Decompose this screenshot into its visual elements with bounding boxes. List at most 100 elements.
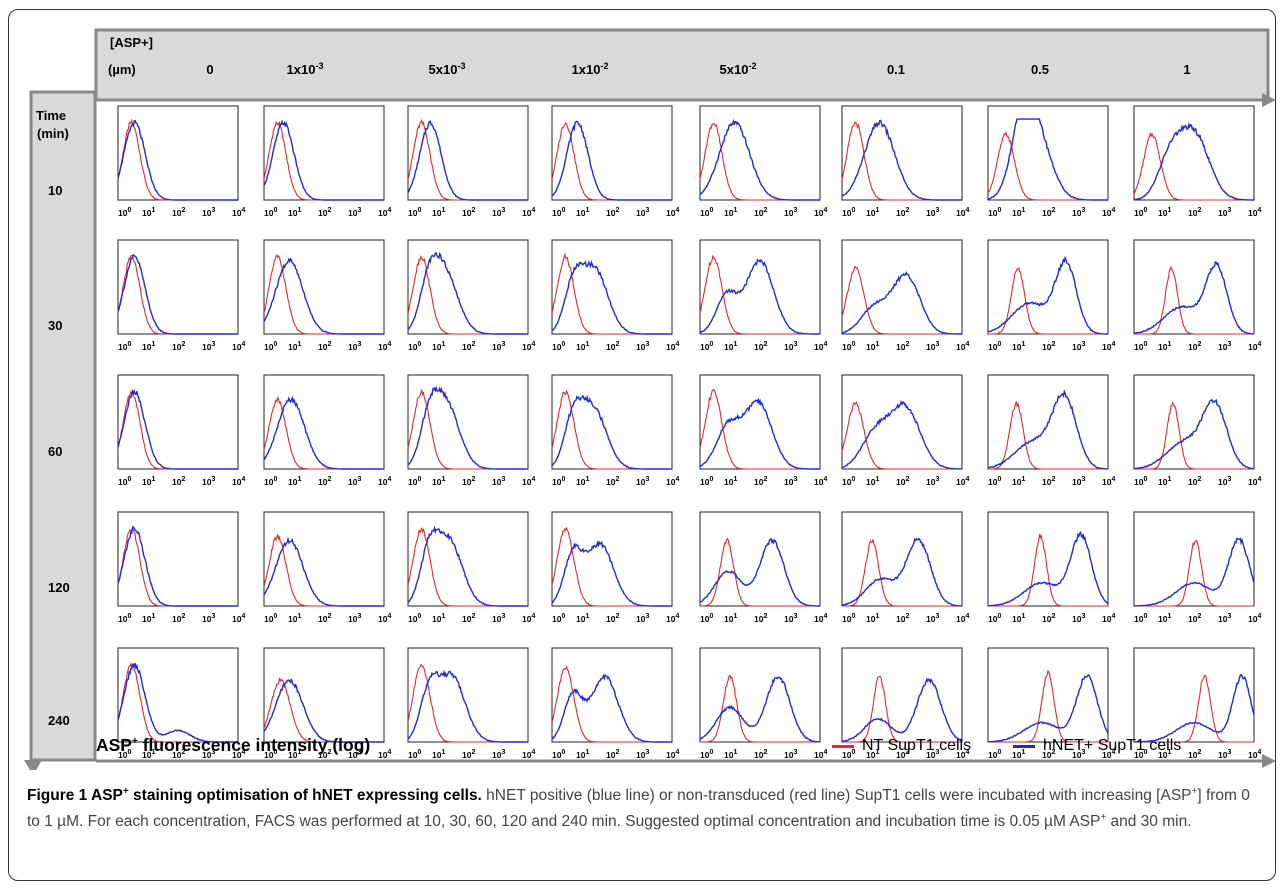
panel-frame [407, 374, 529, 470]
histogram-panel-r0-c7: 100 101 102 103 104 [1133, 105, 1261, 218]
panel-frame [841, 511, 963, 607]
histogram-panel-r4-c4: 100 101 102 103 104 [699, 647, 827, 760]
column-label-conc-7: 1 [1183, 62, 1190, 77]
tick-label: 104 [956, 749, 969, 760]
legend-swatch-red [832, 744, 854, 748]
tick-label: 100 [118, 476, 131, 487]
panel-frame [987, 511, 1109, 607]
tick-label: 102 [1188, 341, 1201, 352]
tick-label: 102 [462, 476, 475, 487]
tick-label: 103 [202, 341, 215, 352]
hnet-histogram-line [263, 119, 384, 201]
panel-frame [987, 647, 1109, 743]
tick-label: 102 [172, 341, 185, 352]
nt-histogram-line [842, 539, 962, 607]
tick-label: 104 [956, 207, 969, 218]
panel-frame [1133, 511, 1255, 607]
tick-label: 103 [1072, 749, 1085, 760]
tick-label: 101 [866, 613, 879, 624]
tick-label: 101 [866, 207, 879, 218]
row-label-time-30: 30 [48, 318, 62, 333]
tick-label: 104 [666, 749, 679, 760]
tick-label: 103 [636, 613, 649, 624]
panel-frame [407, 239, 529, 335]
row-label-time-120: 120 [48, 580, 70, 595]
histogram-panel-r2-c0: 100 101 102 103 104 [117, 374, 245, 487]
tick-label: 104 [956, 613, 969, 624]
tick-label: 100 [408, 476, 421, 487]
tick-label: 104 [814, 207, 827, 218]
figure-frame [8, 9, 1276, 881]
hnet-histogram-line [117, 253, 238, 335]
tick-label: 100 [988, 749, 1001, 760]
tick-label: 103 [636, 207, 649, 218]
histogram-panel-r3-c7: 100 101 102 103 104 [1133, 511, 1261, 624]
panel-frame [699, 511, 821, 607]
tick-label: 102 [172, 207, 185, 218]
tick-label: 102 [606, 749, 619, 760]
tick-label: 104 [522, 613, 535, 624]
tick-label: 102 [754, 476, 767, 487]
tick-label: 102 [318, 476, 331, 487]
tick-label: 104 [814, 749, 827, 760]
hnet-histogram-line [263, 536, 384, 607]
hnet-histogram-line [699, 118, 820, 201]
tick-label: 100 [700, 613, 713, 624]
hnet-histogram-line [407, 669, 528, 743]
tick-label: 104 [522, 749, 535, 760]
tick-label: 101 [142, 749, 155, 760]
tick-label: 102 [896, 207, 909, 218]
tick-label: 103 [1218, 749, 1231, 760]
tick-label: 100 [118, 207, 131, 218]
tick-label: 100 [264, 207, 277, 218]
histogram-panel-r1-c5: 100 101 102 103 104 [841, 239, 969, 352]
tick-label: 102 [172, 613, 185, 624]
tick-label: 104 [666, 341, 679, 352]
tick-label: 100 [408, 341, 421, 352]
tick-label: 104 [814, 476, 827, 487]
histogram-panel-r3-c3: 100 101 102 103 104 [551, 511, 679, 624]
tick-label: 104 [522, 207, 535, 218]
hnet-histogram-line [117, 526, 238, 607]
tick-label: 103 [1072, 341, 1085, 352]
panel-frame [263, 374, 385, 470]
panel-frame [699, 239, 821, 335]
histogram-panel-r4-c3: 100 101 102 103 104 [551, 647, 679, 760]
tick-label: 100 [118, 341, 131, 352]
row-label-time-240: 240 [48, 713, 70, 728]
tick-label: 102 [462, 749, 475, 760]
panel-frame [551, 374, 673, 470]
panel-frame [551, 511, 673, 607]
tick-label: 100 [700, 207, 713, 218]
tick-label: 102 [1188, 207, 1201, 218]
column-label-conc-1: 1x10-3 [287, 61, 324, 77]
histogram-panel-r0-c2: 100 101 102 103 104 [407, 105, 535, 218]
tick-label: 101 [288, 749, 301, 760]
nt-histogram-line [841, 265, 962, 335]
tick-label: 103 [492, 207, 505, 218]
tick-label: 103 [1072, 207, 1085, 218]
hnet-histogram-line [987, 389, 1108, 470]
tick-label: 101 [142, 613, 155, 624]
tick-label: 101 [866, 341, 879, 352]
histogram-panel-r2-c2: 100 101 102 103 104 [407, 374, 535, 487]
hnet-histogram-line [551, 259, 672, 335]
histogram-panel-r1-c1: 100 101 102 103 104 [263, 239, 391, 352]
tick-label: 103 [492, 613, 505, 624]
tick-label: 101 [288, 613, 301, 624]
tick-label: 103 [1218, 613, 1231, 624]
tick-label: 100 [552, 207, 565, 218]
tick-label: 100 [552, 749, 565, 760]
hnet-histogram-line [987, 255, 1108, 335]
x-axis-arrowhead [1262, 754, 1276, 768]
row-header-label-time: Time [36, 108, 66, 123]
tick-label: 104 [666, 207, 679, 218]
hnet-histogram-line [551, 673, 672, 743]
tick-label: 101 [576, 207, 589, 218]
tick-label: 100 [1134, 341, 1147, 352]
histogram-panel-r3-c6: 100 101 102 103 104 [987, 511, 1115, 624]
tick-label: 101 [1158, 613, 1171, 624]
tick-label: 102 [462, 207, 475, 218]
panel-frame [699, 647, 821, 743]
panel-frame [117, 105, 239, 201]
